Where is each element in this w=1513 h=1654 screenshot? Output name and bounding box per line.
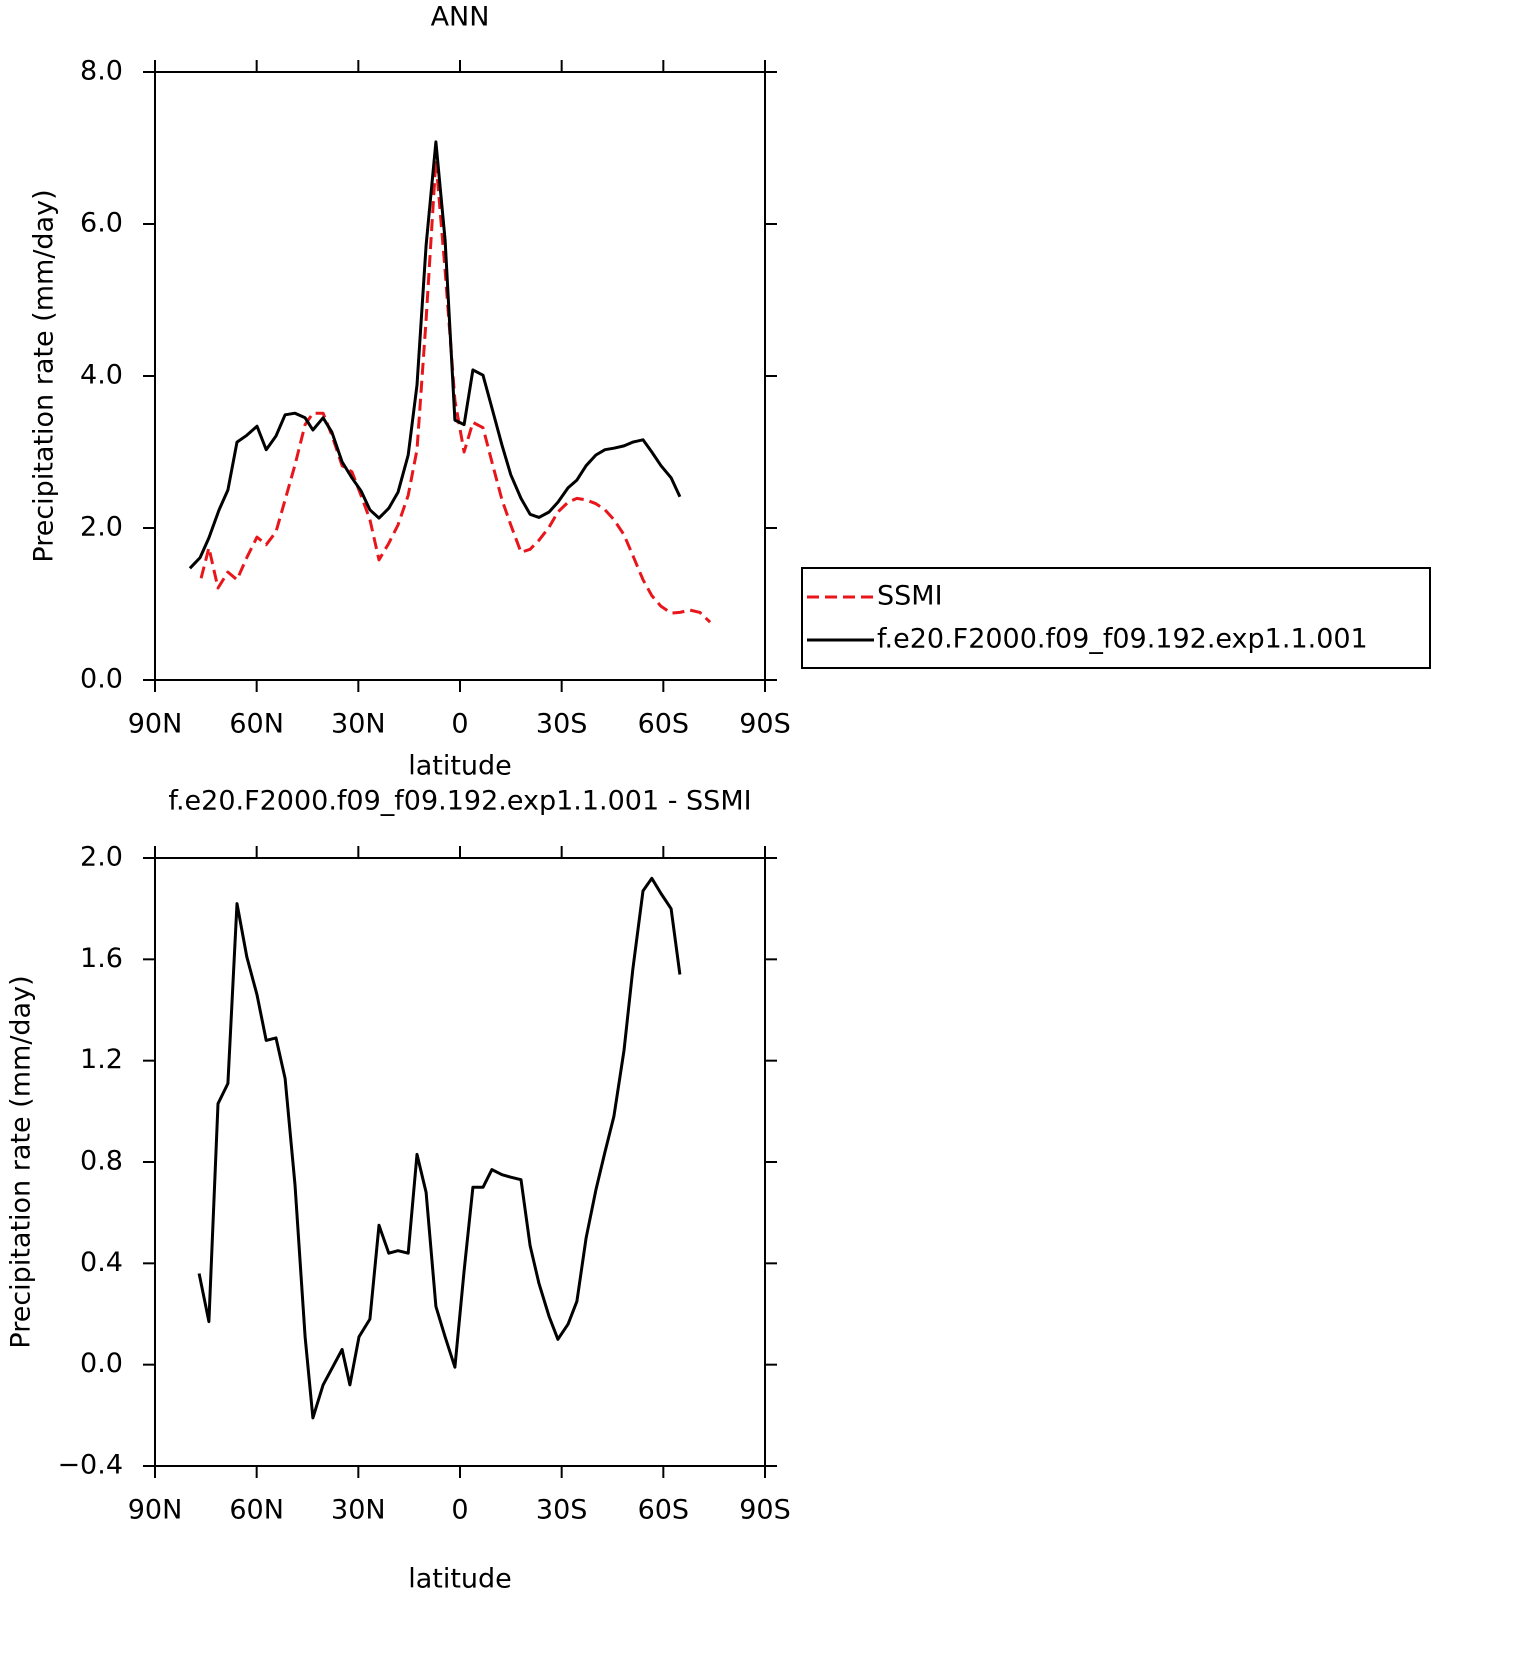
legend-label: f.e20.F2000.f09_f09.192.exp1.1.001: [877, 624, 1368, 655]
chart-title: ANN: [431, 2, 490, 33]
x-tick-label: 90S: [739, 1495, 791, 1526]
x-tick-label: 30S: [536, 709, 588, 740]
y-axis-label: Precipitation rate (mm/day): [29, 189, 60, 562]
y-tick-label: 0.0: [80, 664, 123, 695]
y-tick-label: 2.0: [80, 842, 123, 873]
x-tick-label: 60S: [638, 709, 690, 740]
plot-frame: [154, 71, 766, 681]
y-tick-label: 0.8: [80, 1146, 123, 1177]
data-line: [197, 876, 682, 1420]
y-tick-label: 1.6: [80, 943, 123, 974]
chart-title: f.e20.F2000.f09_f09.192.exp1.1.001 - SSM…: [168, 786, 751, 817]
x-axis-label: latitude: [408, 1564, 512, 1595]
x-tick-label: 0: [451, 1495, 468, 1526]
x-tick-label: 30S: [536, 1495, 588, 1526]
data-line: [188, 140, 682, 570]
x-tick-label: 0: [451, 709, 468, 740]
y-tick-label: 0.4: [80, 1247, 123, 1278]
legend-box: [801, 567, 1431, 669]
y-tick-label: 4.0: [80, 360, 123, 391]
y-tick-label: −0.4: [57, 1450, 123, 1481]
x-tick-label: 60N: [229, 1495, 284, 1526]
x-tick-label: 90N: [128, 1495, 183, 1526]
data-line: [199, 158, 712, 624]
y-tick-label: 1.2: [80, 1044, 123, 1075]
x-tick-label: 60N: [229, 709, 284, 740]
y-tick-label: 0.0: [80, 1348, 123, 1379]
y-tick-label: 6.0: [80, 208, 123, 239]
x-tick-label: 90S: [739, 709, 791, 740]
legend-label: SSMI: [877, 581, 943, 612]
x-axis-label: latitude: [408, 751, 512, 782]
x-tick-label: 60S: [638, 1495, 690, 1526]
y-tick-label: 8.0: [80, 56, 123, 87]
y-tick-label: 2.0: [80, 512, 123, 543]
x-tick-label: 30N: [331, 1495, 386, 1526]
y-axis-label: Precipitation rate (mm/day): [6, 975, 37, 1348]
x-tick-label: 30N: [331, 709, 386, 740]
x-tick-label: 90N: [128, 709, 183, 740]
